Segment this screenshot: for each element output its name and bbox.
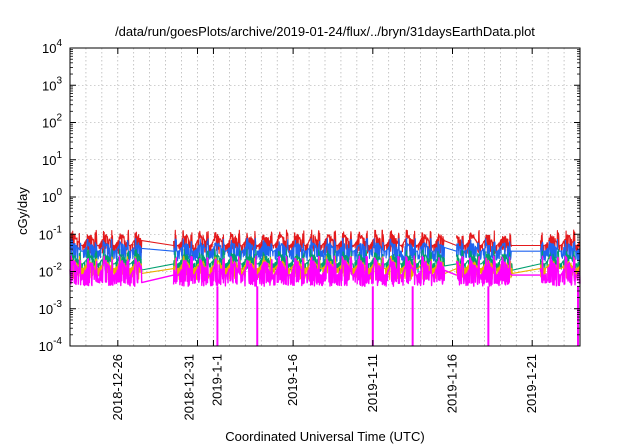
x-axis-label: Coordinated Universal Time (UTC) bbox=[225, 429, 424, 444]
y-tick-label: 101 bbox=[42, 150, 62, 168]
x-tick-label: 2019-1-11 bbox=[365, 354, 380, 412]
series-line bbox=[69, 229, 581, 255]
x-tick-label: 2018-12-31 bbox=[182, 354, 197, 421]
x-tick-label: 2018-12-26 bbox=[110, 354, 125, 421]
y-tick-label: 103 bbox=[42, 75, 62, 93]
series-line bbox=[69, 255, 581, 287]
ticks: 10-4 10-3 10-2 10-1 100 101 102 103 104 2018-12-2… bbox=[39, 38, 580, 421]
y-tick-label: 10-3 bbox=[39, 299, 63, 317]
x-tick-label: 2019-1-1 bbox=[209, 354, 224, 406]
y-tick-label: 104 bbox=[42, 38, 62, 56]
y-tick-label: 10-2 bbox=[39, 262, 63, 280]
chart-title: /data/run/goesPlots/archive/2019-01-24/f… bbox=[115, 24, 535, 39]
x-tick-label: 2019-1-16 bbox=[445, 354, 460, 413]
x-tick-label: 2019-1-21 bbox=[524, 354, 539, 413]
y-tick-label: 10-1 bbox=[39, 224, 63, 242]
y-axis-label: cGy/day bbox=[15, 187, 30, 235]
x-tick-label: 2019-1-6 bbox=[285, 354, 300, 406]
y-tick-label: 10-4 bbox=[39, 336, 63, 354]
series-layer bbox=[69, 229, 581, 346]
y-tick-label: 102 bbox=[42, 113, 62, 131]
y-tick-label: 100 bbox=[42, 187, 62, 205]
series-line bbox=[69, 237, 581, 263]
grid bbox=[70, 48, 580, 346]
